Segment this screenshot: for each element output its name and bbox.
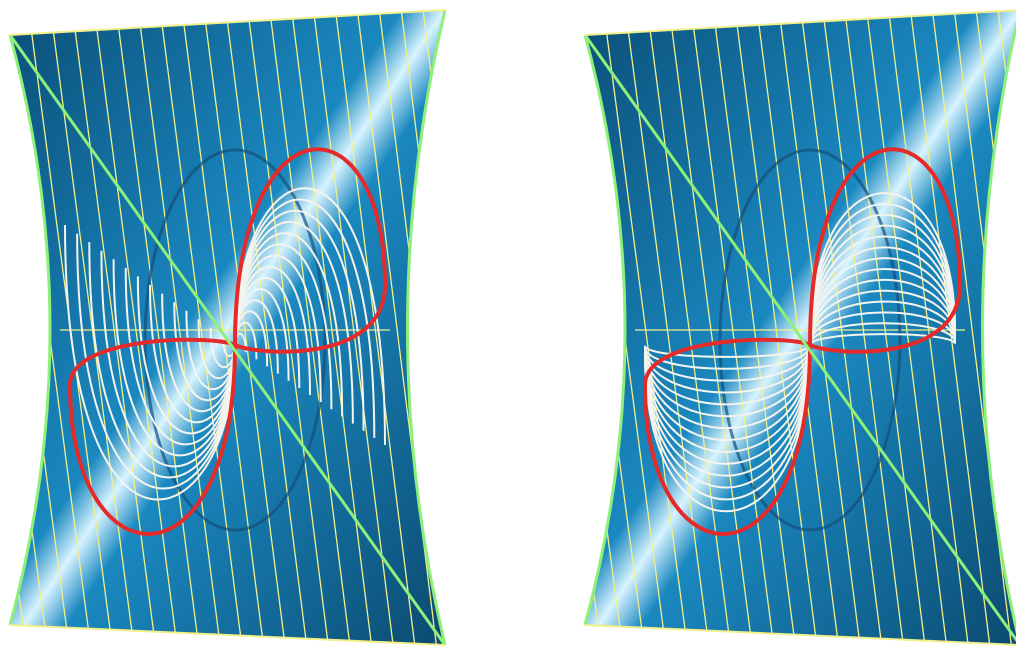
ruling-line <box>183 24 263 637</box>
ruling-line <box>532 5 610 652</box>
ruling-line <box>139 27 220 635</box>
ruling-line <box>0 40 1 625</box>
edge <box>981 20 1016 635</box>
green-line <box>10 34 445 645</box>
ruling-line <box>444 10 445 645</box>
ruling-line <box>476 41 554 623</box>
ruling-line <box>510 6 588 651</box>
surface <box>10 10 445 645</box>
ruling-line <box>489 8 567 651</box>
ruling-line <box>10 38 24 626</box>
ruling-line <box>627 32 708 631</box>
ruling-line <box>693 28 773 634</box>
ruling-line <box>780 23 860 638</box>
surface-lines <box>0 5 610 652</box>
ruling-line <box>52 32 133 631</box>
hyperboloid-panel <box>455 9 1016 646</box>
back-curve <box>718 148 902 532</box>
edge <box>8 34 52 626</box>
ruling-line <box>161 26 242 636</box>
ruling-line <box>467 9 545 650</box>
ruling-line <box>714 27 795 635</box>
surface-lines <box>455 11 1016 645</box>
edge <box>9 9 446 646</box>
red-curve <box>67 147 388 536</box>
ruling-line <box>585 38 599 626</box>
edge <box>584 9 1016 646</box>
ruling-line <box>736 26 817 636</box>
ruling-line <box>455 43 533 623</box>
ruling-line <box>606 33 686 630</box>
ruling-line <box>758 24 838 637</box>
hyperboloid-panel <box>0 5 610 652</box>
edge <box>583 34 627 626</box>
ruling-line <box>498 40 576 625</box>
edge <box>406 9 447 646</box>
ruling-line <box>422 11 445 645</box>
back-curve <box>143 148 327 532</box>
ruling-line <box>205 23 285 638</box>
red-curve <box>642 147 963 536</box>
ruling-line <box>118 28 198 634</box>
green-line <box>585 34 1016 645</box>
